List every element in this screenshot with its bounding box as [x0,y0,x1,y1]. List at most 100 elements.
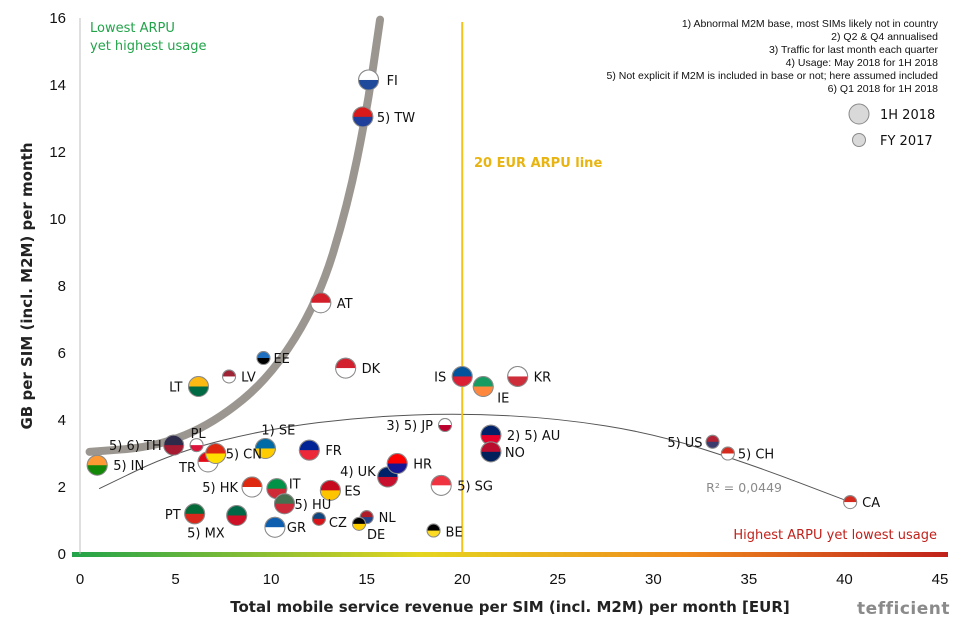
flag-marker-band [358,79,379,90]
x-tick-label: 45 [932,571,949,588]
y-tick-label: 2 [58,479,66,496]
data-point: 5) 6) TH [109,434,185,456]
flag-marker-band [360,517,374,524]
flag-marker-band [188,386,209,397]
annotation-highest-usage: yet highest usage [90,39,207,54]
data-point: ES [319,479,361,501]
data-point: LV [222,369,256,385]
x-tick-label: 15 [358,571,375,588]
flag-marker-band [190,445,204,452]
flag-marker-band [335,368,356,379]
y-axis-title: GB per SIM (incl. M2M) per month [18,142,36,429]
data-point: PL [189,427,207,453]
flag-marker-outline [472,376,494,397]
flag-marker-band [473,386,494,397]
flag-marker-outline [86,454,108,476]
flag-marker-outline [205,443,227,464]
flag-marker-outline [430,474,452,496]
footnote-2: 2) Q2 & Q4 annualised [831,31,938,43]
point-label: PL [191,427,207,442]
flag-marker-band [480,435,501,446]
y-tick-label: 16 [49,10,66,27]
annotation-highest-arpu: Highest ARPU yet lowest usage [733,528,937,543]
flag-marker-band [299,450,320,461]
point-label: ES [344,484,360,499]
flag-marker-outline [386,453,408,475]
point-label: DE [367,528,385,543]
flag-marker-outline [319,479,341,501]
flag-marker-band [507,376,528,387]
x-tick-label: 5 [171,571,179,588]
point-label: 3) 5) JP [386,419,433,434]
flag-marker-outline [184,503,206,525]
flag-marker-band [452,376,473,387]
point-label: CZ [329,516,347,531]
usage-curve [85,15,385,456]
data-point: 5) HU [273,493,331,515]
flag-marker-band [431,485,452,496]
flag-marker-outline [222,369,237,384]
flag-marker-outline [358,69,380,91]
point-label: KR [534,370,552,385]
data-point: BE [426,523,463,541]
data-point: 5) CN [205,443,262,464]
flag-marker-band [310,302,331,313]
data-point: 1) SE [254,423,295,459]
point-label: 5) MX [187,526,225,541]
legend-marker-large [848,103,870,125]
flag-marker-band [352,523,366,531]
data-point: DE [352,516,385,543]
data-point: 5) IN [86,454,144,476]
flag-marker-outline [311,511,326,526]
flag-marker-outline [480,441,502,463]
point-label: 5) CN [226,448,262,463]
flag-marker-outline [507,365,529,387]
flag-marker-outline [720,446,735,461]
flag-marker-outline [335,357,357,379]
point-label: 4) UK [340,465,376,480]
x-axis-title: Total mobile service revenue per SIM (in… [230,598,790,616]
data-point: EE [256,351,290,367]
flag-marker-band [264,527,285,538]
flag-marker-outline [843,495,858,510]
arpu-reference-label: 20 EUR ARPU line [474,156,602,171]
footnote-6: 6) Q1 2018 for 1H 2018 [828,83,938,95]
annotation-lowest-arpu: Lowest ARPU [90,21,175,36]
flag-marker-outline [254,437,276,459]
point-label: 2) 5) AU [507,429,560,444]
point-label: IS [434,370,446,385]
point-label: IE [497,392,509,407]
data-point: FR [298,439,342,461]
point-label: EE [273,352,289,367]
x-tick-label: 35 [741,571,758,588]
point-label: 5) SG [457,479,493,494]
data-point: IS [434,365,473,387]
flag-marker-band [198,461,219,472]
data-point: HR [386,453,432,475]
flag-marker-band [320,490,341,501]
x-tick-label: 10 [263,571,280,588]
flag-marker-outline [189,438,204,453]
point-label: LV [241,370,256,385]
point-label: LT [169,381,182,396]
data-point: DK [335,357,381,379]
flag-marker-outline [352,516,367,531]
flag-marker-band [843,502,857,509]
flag-marker-outline [352,106,374,128]
flag-marker-band [184,513,205,524]
footnote-4: 4) Usage: May 2018 for 1H 2018 [786,57,938,69]
point-label: FI [387,74,398,89]
flag-marker-outline [426,523,441,538]
data-point: 5) US [667,434,720,451]
data-point: KR [507,365,552,387]
data-point: CA [843,495,880,511]
y-tick-label: 4 [58,412,66,429]
data-point: 3) 5) JP [386,418,453,434]
point-label: 5) HU [294,498,331,513]
data-points: FI 5) TW AT EE DK LV LT IS KR IE 1) SE FR 3) 5) JP 2)… [86,69,880,543]
flag-marker-outline [264,516,286,538]
point-label: 1) SE [261,423,295,438]
point-label: IT [289,478,301,493]
flag-marker-outline [256,351,271,366]
